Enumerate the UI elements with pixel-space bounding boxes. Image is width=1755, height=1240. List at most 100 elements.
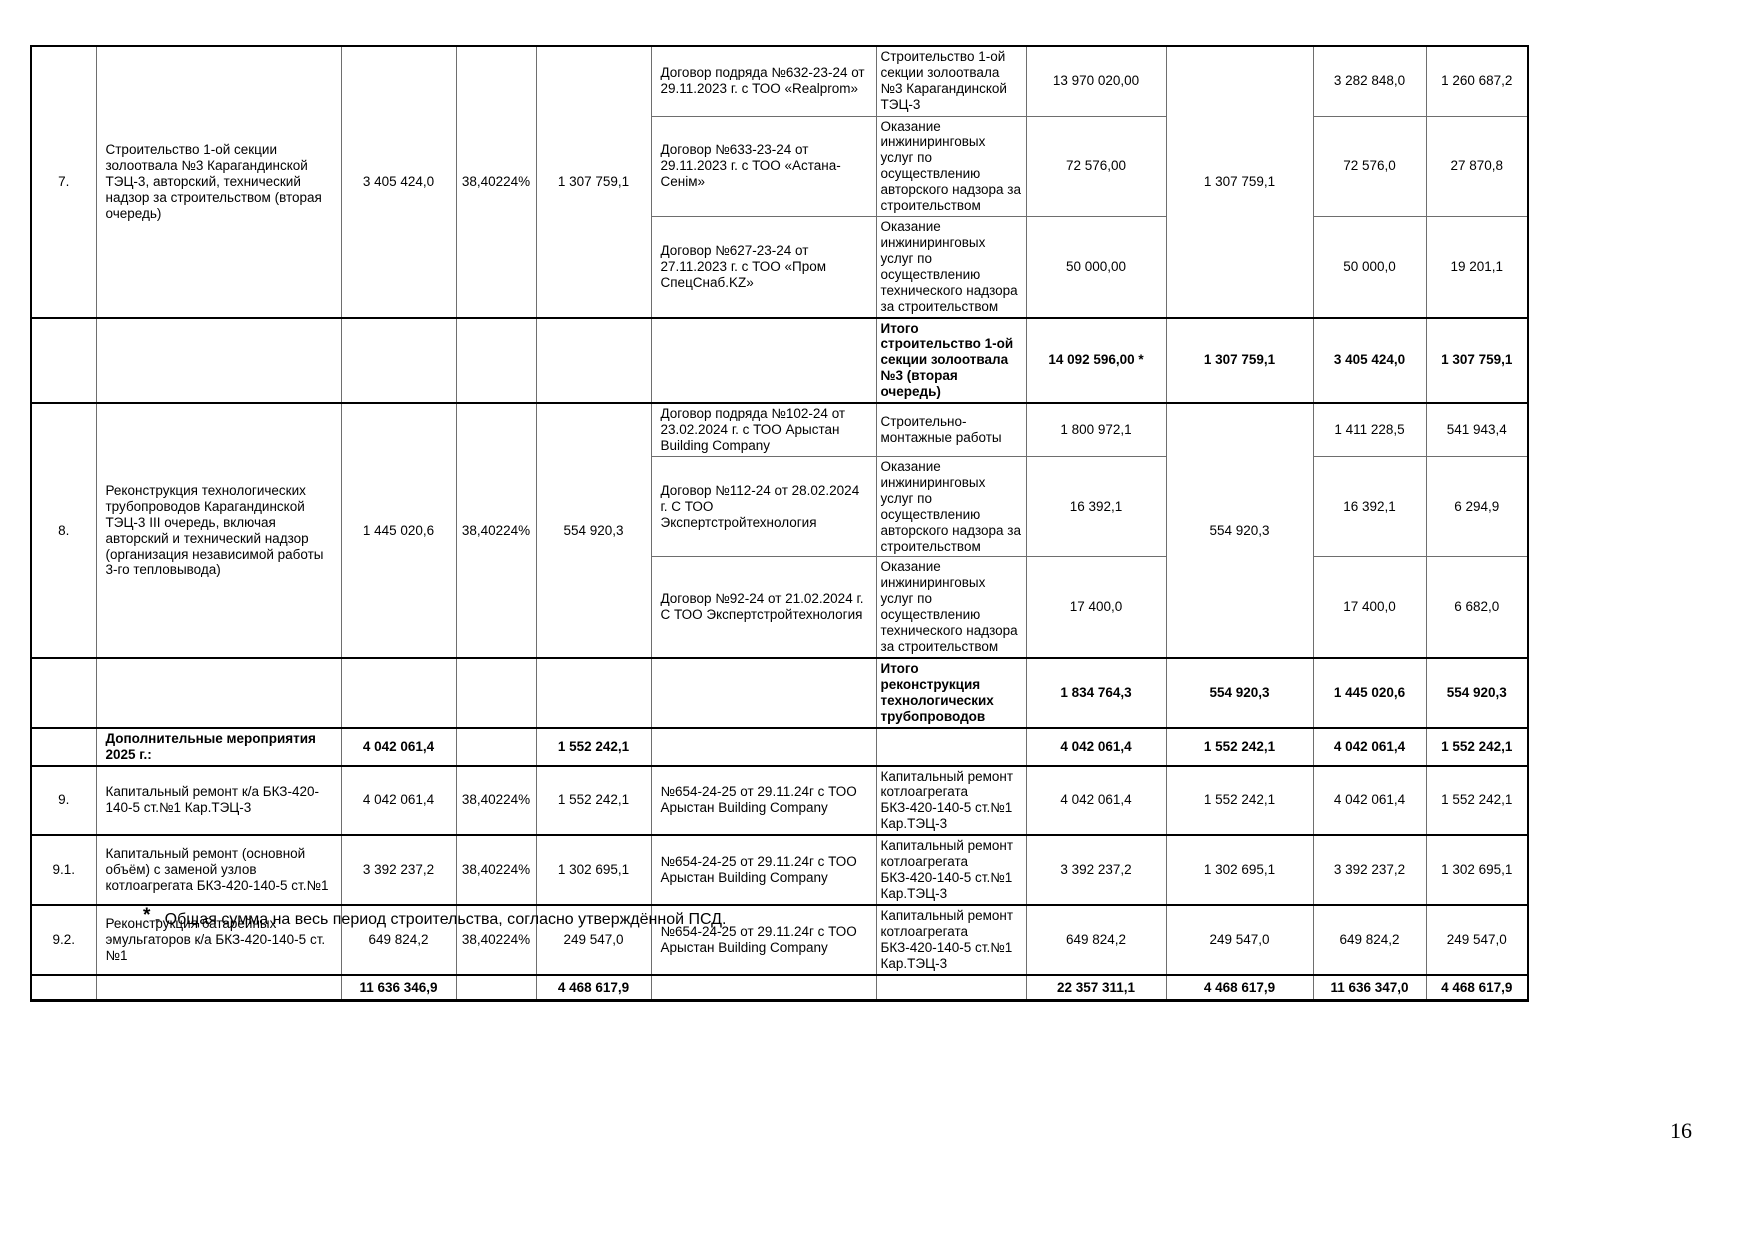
row8-name: Реконструкция технологических трубопрово… <box>95 402 342 659</box>
empty-cell <box>455 657 537 729</box>
row8-value10-2: 16 392,1 <box>1312 455 1427 558</box>
table-row: Договор №112-24 от 28.02.2024 г. С ТОО Э… <box>31 455 1529 558</box>
empty-cell <box>95 316 342 404</box>
row9-1-value11: 1 302 695,1 <box>1425 834 1529 906</box>
table-row: 7. Строительство 1-ой секции золоотвала … <box>30 45 1529 319</box>
grand-total-share: 4 468 617,9 <box>535 973 652 1003</box>
empty-cell <box>95 657 342 729</box>
row8-percent: 38,40224% <box>455 402 537 659</box>
table-row: Договор №92-24 от 21.02.2024 г. С ТОО Эк… <box>31 556 1529 659</box>
subtotal-row: Итого строительство 1-ой секции золоотва… <box>30 316 1529 404</box>
row9-2-value9: 249 547,0 <box>1165 904 1314 976</box>
row8-value11-3: 6 682,0 <box>1425 556 1529 659</box>
row9-2-value8: 649 824,2 <box>1025 904 1167 976</box>
row7-contract-3: Договор №627-23-24 от 27.11.2023 г. с ТО… <box>650 216 877 319</box>
grand-total-cost: 11 636 346,9 <box>340 973 457 1003</box>
row7-amount-3: 50 000,00 <box>1025 216 1167 319</box>
row7-plan-total: 1 307 759,1 <box>1165 45 1314 319</box>
row7-value10-1: 3 282 848,0 <box>1312 45 1427 117</box>
row8-contract-1: Договор подряда №102-24 от 23.02.2024 г.… <box>650 402 877 457</box>
row7-value10-2: 72 576,0 <box>1312 115 1427 218</box>
grand-total-value9: 4 468 617,9 <box>1165 973 1314 1003</box>
extra2025-value11: 1 552 242,1 <box>1425 726 1529 767</box>
row9-2-share-cost: 249 547,0 <box>535 904 652 976</box>
row8-value10-1: 1 411 228,5 <box>1312 402 1427 457</box>
row9-1-percent: 38,40224% <box>455 834 537 906</box>
empty-cell <box>650 973 877 1003</box>
table-row: Договор №627-23-24 от 27.11.2023 г. с ТО… <box>31 216 1529 319</box>
row7-contract-1: Договор подряда №632-23-24 от 29.11.2023… <box>650 45 877 117</box>
grand-total-value10: 11 636 347,0 <box>1312 973 1427 1003</box>
empty-cell <box>30 657 97 729</box>
row9-2-percent: 38,40224% <box>455 904 537 976</box>
row8-total-cost: 1 445 020,6 <box>340 402 457 659</box>
extra2025-value9: 1 552 242,1 <box>1165 726 1314 767</box>
subtotal8-amount: 1 834 764,3 <box>1025 657 1167 729</box>
subtotal8-value9: 554 920,3 <box>1165 657 1314 729</box>
row8-work-1: Строительно-монтажные работы <box>875 402 1027 457</box>
row7-value11-1: 1 260 687,2 <box>1425 45 1529 117</box>
row9-total-cost: 4 042 061,4 <box>340 764 457 836</box>
section-row: Дополнительные мероприятия 2025 г.: 4 04… <box>30 726 1529 767</box>
row9-number: 9. <box>30 764 97 836</box>
row9-value11: 1 552 242,1 <box>1425 764 1529 836</box>
row9-1-share-cost: 1 302 695,1 <box>535 834 652 906</box>
empty-cell <box>95 973 342 1003</box>
grand-total-value8: 22 357 311,1 <box>1025 973 1167 1003</box>
row7-contract-2: Договор №633-23-24 от 29.11.2023 г. с ТО… <box>650 115 877 218</box>
table-row: 9.2. Реконструкция батарейных эмульгатор… <box>30 904 1529 976</box>
subtotal7-value9: 1 307 759,1 <box>1165 316 1314 404</box>
row8-share-cost: 554 920,3 <box>535 402 652 659</box>
row9-1-total-cost: 3 392 237,2 <box>340 834 457 906</box>
subtotal7-label: Итого строительство 1-ой секции золоотва… <box>875 316 1027 404</box>
row9-name: Капитальный ремонт к/а БКЗ-420-140-5 ст.… <box>95 764 342 836</box>
row7-name: Строительство 1-ой секции золоотвала №3 … <box>95 45 342 319</box>
row8-amount-3: 17 400,0 <box>1025 556 1167 659</box>
subtotal8-label: Итого реконструкция технологических труб… <box>875 657 1027 729</box>
row7-amount-2: 72 576,00 <box>1025 115 1167 218</box>
empty-cell <box>30 726 97 767</box>
empty-cell <box>535 316 652 404</box>
empty-cell <box>650 657 877 729</box>
page-number: 16 <box>1670 1118 1692 1143</box>
empty-cell <box>30 316 97 404</box>
row7-work-3: Оказание инжиниринговых услуг по осущест… <box>875 216 1027 319</box>
grand-total-row: 11 636 346,9 4 468 617,9 22 357 311,1 4 … <box>30 973 1529 1003</box>
subtotal8-value11: 554 920,3 <box>1425 657 1529 729</box>
row9-1-value8: 3 392 237,2 <box>1025 834 1167 906</box>
row7-value11-3: 19 201,1 <box>1425 216 1529 319</box>
row8-contract-2: Договор №112-24 от 28.02.2024 г. С ТОО Э… <box>650 455 877 558</box>
row8-plan-total: 554 920,3 <box>1165 402 1314 659</box>
subtotal-row: Итого реконструкция технологических труб… <box>30 657 1529 729</box>
table-row: 8. Реконструкция технологических трубопр… <box>30 402 1529 659</box>
row7-total-cost: 3 405 424,0 <box>340 45 457 319</box>
row9-contract: №654-24-25 от 29.11.24г с ТОО Арыстан Bu… <box>650 764 877 836</box>
empty-cell <box>455 973 537 1003</box>
row9-2-contract: №654-24-25 от 29.11.24г с ТОО Арыстан Bu… <box>650 904 877 976</box>
row7-percent: 38,40224% <box>455 45 537 319</box>
row8-contract-3: Договор №92-24 от 21.02.2024 г. С ТОО Эк… <box>650 556 877 659</box>
empty-cell <box>30 973 97 1003</box>
row9-2-name: Реконструкция батарейных эмульгаторов к/… <box>95 904 342 976</box>
row9-1-contract: №654-24-25 от 29.11.24г с ТОО Арыстан Bu… <box>650 834 877 906</box>
subtotal7-value11: 1 307 759,1 <box>1425 316 1529 404</box>
row7-number: 7. <box>30 45 97 319</box>
empty-cell <box>535 657 652 729</box>
empty-cell <box>875 973 1027 1003</box>
row9-2-total-cost: 649 824,2 <box>340 904 457 976</box>
row9-percent: 38,40224% <box>455 764 537 836</box>
row9-2-number: 9.2. <box>30 904 97 976</box>
row9-2-work: Капитальный ремонт котлоагрегата БКЗ-420… <box>875 904 1027 976</box>
extra2025-share-cost: 1 552 242,1 <box>535 726 652 767</box>
extra2025-value10: 4 042 061,4 <box>1312 726 1427 767</box>
footnote-asterisk: * <box>143 905 151 926</box>
row9-1-value9: 1 302 695,1 <box>1165 834 1314 906</box>
empty-cell <box>340 657 457 729</box>
row8-amount-2: 16 392,1 <box>1025 455 1167 558</box>
row9-1-work: Капитальный ремонт котлоагрегата БКЗ-420… <box>875 834 1027 906</box>
empty-cell <box>455 726 537 767</box>
row7-share-cost: 1 307 759,1 <box>535 45 652 319</box>
extra2025-name: Дополнительные мероприятия 2025 г.: <box>95 726 342 767</box>
footnote-text: - Общая сумма на весь период строительст… <box>150 911 727 928</box>
